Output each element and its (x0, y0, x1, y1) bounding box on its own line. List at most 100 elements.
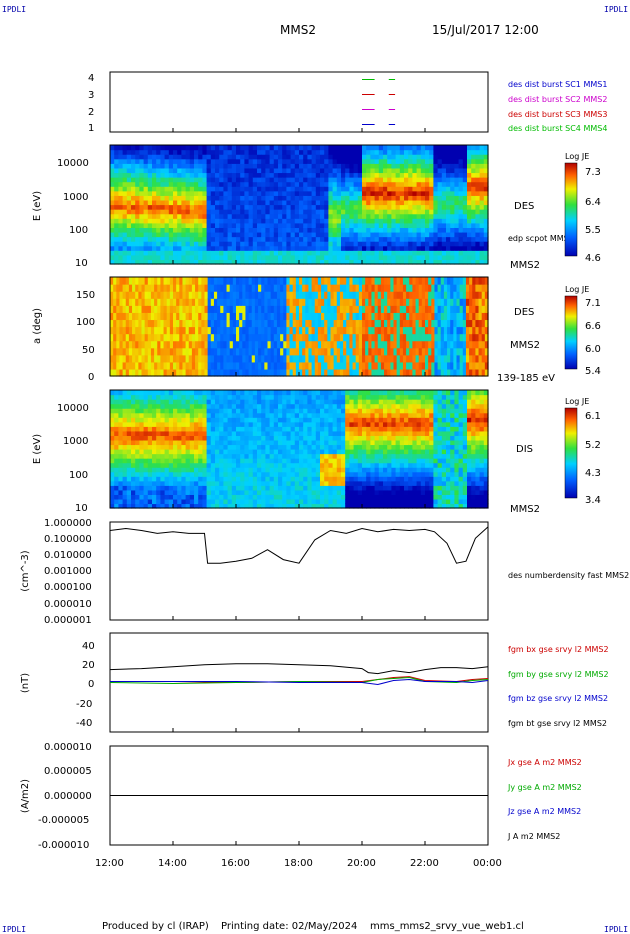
des-energy-cell (320, 158, 325, 164)
des-pitch-cell (402, 368, 407, 377)
des-energy-cell (404, 181, 409, 187)
des-energy-cell (320, 218, 325, 224)
des-pitch-cell (195, 298, 199, 306)
des-energy-cell (147, 145, 153, 151)
des-pitch-cell (160, 298, 165, 306)
des-energy-cell (223, 222, 229, 228)
dis-energy-cell (252, 458, 258, 464)
des-pitch-cell (333, 326, 338, 335)
dis-energy-cell (189, 430, 195, 436)
des-pitch-cell (286, 354, 291, 363)
des-energy-cell (244, 204, 250, 210)
des-energy-cell (131, 204, 136, 210)
des-energy-cell (336, 177, 342, 183)
des-energy-cell (336, 236, 342, 242)
dis-energy-cell (152, 471, 157, 477)
des-pitch-cell (415, 319, 420, 328)
dis-energy-cell (219, 439, 224, 446)
des-energy-cell (278, 154, 283, 160)
des-pitch-cell (280, 368, 284, 377)
des-pitch-cell (390, 284, 395, 292)
des-energy-cell (441, 236, 447, 242)
dis-energy-cell (252, 480, 258, 486)
des-energy-cell (122, 181, 128, 187)
des-pitch-cell (371, 354, 376, 363)
des-pitch-cell (380, 312, 385, 321)
des-energy-cell (315, 177, 321, 183)
des-pitch-cell (440, 291, 445, 299)
des-energy-cell (458, 259, 464, 265)
des-pitch-cell (283, 361, 287, 370)
des-energy-cell (315, 190, 321, 196)
des-energy-cell (387, 259, 392, 265)
des-energy-cell (336, 241, 342, 247)
dis-energy-cell (168, 458, 174, 464)
des-energy-cell (252, 204, 258, 210)
des-pitch-cell (447, 354, 451, 363)
des-pitch-cell (450, 340, 454, 349)
des-pitch-cell (245, 319, 250, 328)
des-energy-cell (206, 250, 212, 256)
des-energy-cell (244, 218, 250, 224)
des-pitch-cell (176, 340, 180, 349)
des-pitch-cell (122, 291, 127, 299)
dis-energy-cell (131, 503, 136, 509)
des-energy-cell (399, 218, 405, 224)
des-pitch-cell (384, 319, 388, 328)
des-pitch-cell (176, 277, 180, 285)
des-pitch-cell (358, 326, 363, 335)
des-energy-cell (429, 245, 434, 251)
des-energy-cell (429, 227, 434, 233)
des-pitch-cell (110, 326, 114, 335)
des-pitch-cell (431, 305, 436, 313)
des-energy-cell (110, 145, 115, 151)
des-energy-cell (189, 254, 195, 261)
des-pitch-cell (299, 319, 303, 328)
des-energy-cell (387, 213, 392, 219)
des-energy-cell (294, 167, 300, 174)
des-energy-cell (282, 149, 287, 155)
des-energy-cell (210, 245, 216, 251)
des-energy-cell (168, 254, 174, 261)
dis-energy-cell (219, 471, 224, 477)
dis-energy-cell (219, 399, 224, 405)
des-energy-cell (336, 199, 342, 206)
dis-energy-cell (122, 458, 128, 464)
des-energy-cell (248, 218, 254, 224)
des-energy-cell (210, 231, 216, 238)
des-pitch-cell (324, 305, 328, 313)
des-pitch-cell (125, 340, 130, 349)
des-pitch-cell (176, 319, 180, 328)
des-pitch-cell (302, 277, 306, 285)
dis-energy-cell (181, 408, 187, 414)
des-energy-cell (433, 250, 439, 256)
des-pitch-cell (352, 291, 357, 299)
des-pitch-cell (163, 312, 168, 321)
des-energy-cell (362, 218, 367, 224)
des-energy-cell (345, 186, 350, 192)
des-energy-cell (143, 231, 149, 238)
des-energy-cell (294, 204, 300, 210)
des-energy-cell (286, 245, 292, 251)
des-pitch-cell (418, 284, 423, 292)
des-energy-cell (185, 231, 191, 238)
des-pitch-cell (169, 361, 174, 370)
des-energy-cell (265, 213, 271, 219)
des-energy-cell (315, 241, 321, 247)
des-energy-cell (462, 231, 468, 238)
des-pitch-cell (188, 312, 193, 321)
dis-energy-cell (252, 462, 258, 468)
dis-energy-cell (240, 458, 245, 464)
des-energy-cell (286, 213, 292, 219)
des-pitch-cell (428, 298, 432, 306)
des-energy-cell (135, 181, 140, 187)
dis-energy-cell (139, 471, 145, 477)
des-pitch-cell (242, 305, 247, 313)
des-energy-cell (362, 254, 367, 261)
des-energy-cell (357, 199, 363, 206)
des-energy-cell (152, 231, 157, 238)
des-energy-cell (227, 167, 233, 174)
dis-energy-cell (126, 439, 132, 446)
des-pitch-cell (132, 312, 136, 321)
dis-energy-cell (236, 439, 241, 446)
